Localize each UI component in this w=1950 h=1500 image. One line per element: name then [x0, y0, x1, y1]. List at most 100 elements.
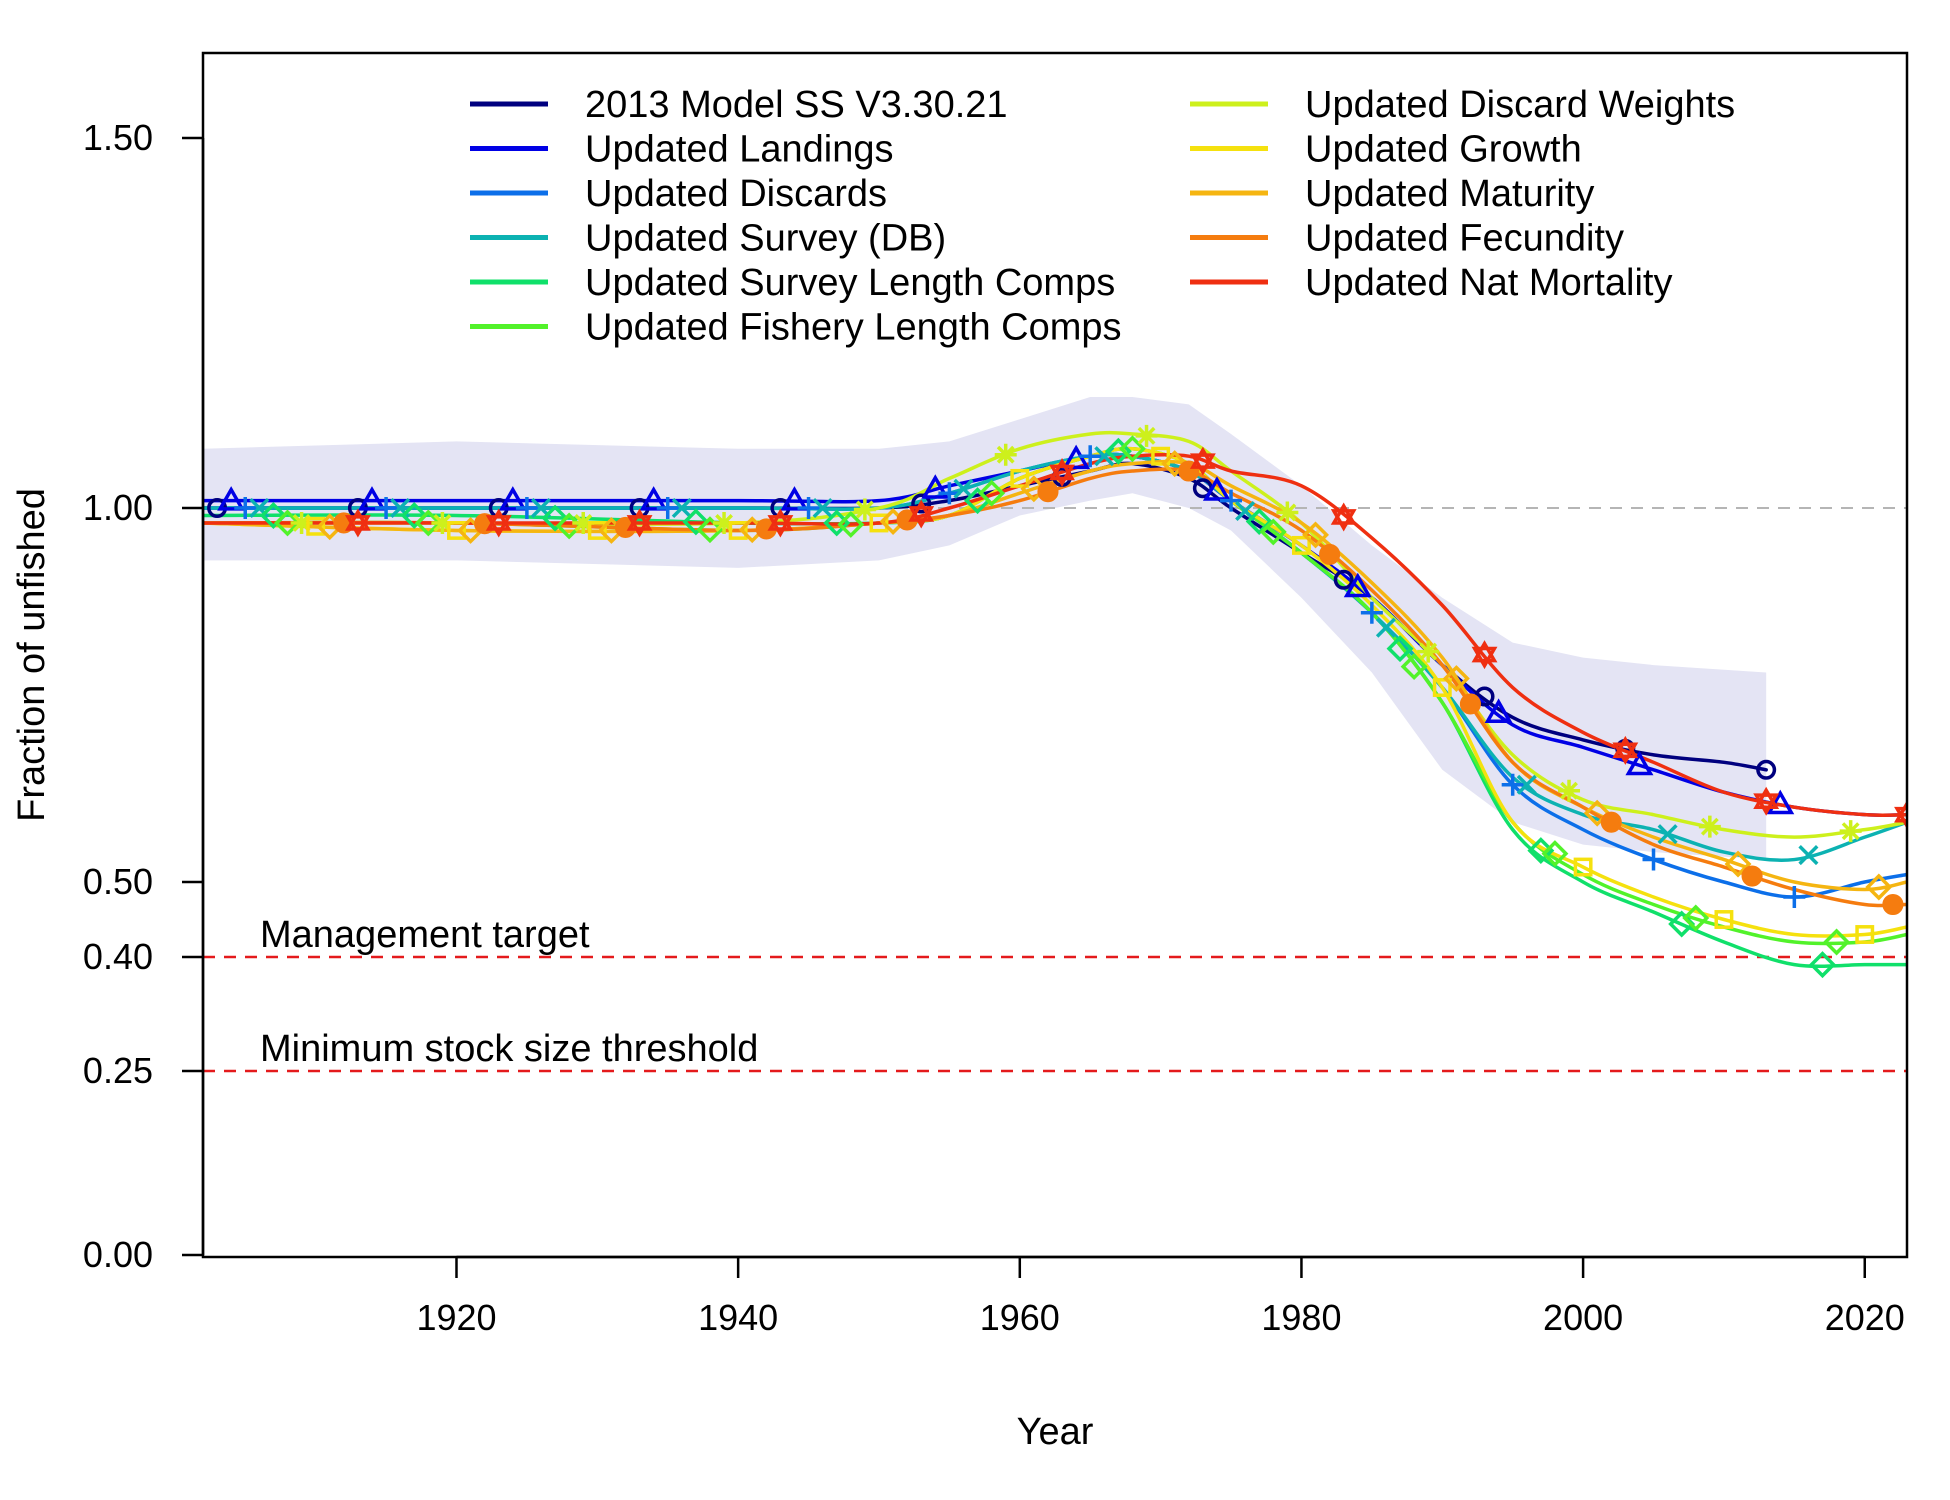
series-marker: [357, 486, 387, 511]
series-marker: [713, 511, 736, 534]
y-axis-title: Fraction of unfished: [11, 488, 53, 822]
series-marker: [498, 486, 527, 511]
series-marker: [853, 498, 876, 521]
series-marker: [626, 508, 653, 531]
series-marker-group: [217, 444, 1795, 815]
legend-label: Updated Maturity: [1305, 173, 1594, 215]
confidence-band: [203, 397, 1767, 860]
legend-label: Updated Landings: [585, 129, 893, 171]
series-marker: [797, 497, 820, 519]
legend-label: 2013 Model SS V3.30.21: [585, 84, 1008, 126]
series-marker: [1189, 453, 1216, 476]
series-marker: [1657, 824, 1678, 845]
series-marker: [1894, 806, 1907, 830]
series-marker: [1882, 893, 1904, 916]
series-marker: [1798, 845, 1819, 866]
series-marker: [1823, 928, 1851, 956]
series-marker: [1276, 501, 1299, 524]
series-marker: [344, 515, 371, 538]
series-marker: [234, 497, 257, 519]
series-marker: [515, 497, 538, 519]
legend-label: Updated Survey Length Comps: [585, 262, 1115, 304]
series-marker: [1501, 773, 1524, 796]
series-marker: [1330, 502, 1357, 525]
series-marker: [1855, 925, 1875, 944]
series-marker: [908, 506, 935, 529]
series-marker: [572, 511, 595, 534]
axes: 1920 1940 1960 1980 2000 2020 0.00 0.25 0.40 0.50…: [83, 117, 1905, 1338]
series-marker: [344, 508, 371, 531]
series-marker: [1682, 904, 1710, 932]
series-marker: [1753, 786, 1780, 810]
series-marker: [1894, 800, 1907, 823]
series-marker: [639, 486, 668, 511]
series-marker: [1291, 535, 1311, 555]
x-tick-label: 1960: [980, 1297, 1060, 1338]
series-marker-group: [234, 445, 1806, 908]
series-marker: [1118, 435, 1146, 463]
series-marker: [1245, 507, 1273, 535]
series-marker: [1360, 601, 1383, 624]
series-marker: [682, 508, 710, 536]
series-marker-group: [344, 446, 1907, 830]
series-marker: [626, 515, 653, 538]
series-marker: [1417, 640, 1440, 663]
series-marker: [767, 508, 794, 531]
x-tick-label: 1980: [1261, 1297, 1341, 1338]
series-marker: [447, 520, 466, 540]
series-marker: [1573, 857, 1593, 877]
reference-lines: Management target Minimum stock size thre…: [203, 507, 1907, 1073]
legend-label: Updated Discards: [585, 173, 887, 215]
x-tick-label: 2000: [1543, 1297, 1623, 1338]
series-marker: [696, 516, 724, 544]
series-marker: [1783, 886, 1806, 908]
series-marker: [1151, 446, 1171, 466]
series-marker: [1756, 759, 1777, 780]
series-marker: [1343, 572, 1372, 598]
y-tick-label: 0.25: [83, 1050, 153, 1091]
series-marker: [656, 497, 679, 519]
series-marker: [1714, 910, 1734, 929]
series-marker: [1104, 437, 1132, 465]
y-tick-label: 0.50: [83, 861, 153, 902]
series-marker: [217, 486, 246, 511]
series-marker: [541, 504, 569, 532]
series-marker: [1302, 521, 1330, 549]
series-marker: [671, 497, 692, 519]
series-marker: [1625, 750, 1654, 776]
series-markers: [207, 424, 1907, 979]
series-marker: [1558, 779, 1581, 802]
x-tick-label: 1940: [698, 1297, 778, 1338]
series-marker: [274, 509, 301, 537]
series-marker: [1010, 468, 1030, 488]
series-marker: [1161, 450, 1189, 478]
series-marker: [1839, 820, 1862, 843]
series-marker: [812, 497, 833, 519]
series-marker: [259, 502, 287, 529]
series-marker: [414, 509, 442, 537]
series-marker: [431, 511, 454, 534]
series-marker: [1259, 518, 1287, 546]
series-marker: [587, 520, 607, 540]
series-marker: [1612, 742, 1639, 765]
series-marker: [1386, 635, 1414, 663]
series-marker: [375, 497, 398, 519]
legend-label: Updated Discard Weights: [1305, 84, 1735, 126]
series-marker: [1079, 445, 1102, 468]
series-marker: [1471, 640, 1498, 663]
series-marker: [1202, 476, 1231, 501]
series-marker: [1612, 735, 1639, 759]
series-marker: [994, 443, 1017, 466]
series-marker: [1400, 653, 1428, 681]
series-marker: [1135, 424, 1158, 447]
series-marker: [767, 515, 794, 538]
series-marker: [780, 486, 809, 511]
legend-label: Updated Nat Mortality: [1305, 262, 1673, 304]
series-marker: [1220, 489, 1243, 512]
series-marker: [306, 516, 326, 536]
y-tick-label: 1.00: [83, 487, 153, 528]
series-marker: [953, 478, 974, 499]
series-marker: [837, 510, 865, 538]
series-marker: [1484, 698, 1513, 723]
